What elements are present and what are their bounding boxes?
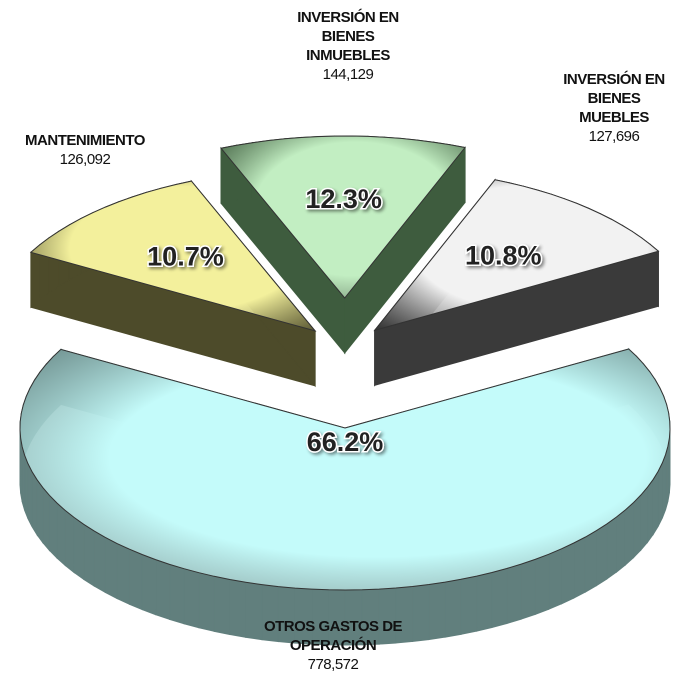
side-wall: [534, 553, 550, 616]
side-wall: [183, 568, 200, 629]
side-wall: [141, 553, 157, 616]
slice-top: [29, 180, 317, 332]
side-wall: [42, 486, 50, 552]
side-wall: [27, 463, 33, 527]
side-wall: [616, 508, 626, 574]
side-wall: [491, 567, 508, 629]
side-wall: [624, 501, 635, 567]
value-label: 144,129: [322, 66, 374, 83]
slice: 66.2%: [19, 347, 671, 646]
side-wall: [56, 501, 66, 567]
percentage-label: 10.7%: [147, 241, 224, 271]
side-wall: [584, 529, 598, 593]
slice-top: [19, 348, 671, 591]
side-wall: [169, 563, 185, 625]
side-wall: [83, 523, 95, 587]
side-wall: [561, 542, 575, 605]
side-wall: [213, 575, 231, 636]
side-wall: [116, 542, 130, 605]
side-wall: [73, 516, 85, 581]
side-wall: [506, 563, 522, 625]
category-label-group: INVERSIÓN EN BIENES INMUEBLES 144,129: [297, 8, 463, 84]
category-label-group: OTROS GASTOS DE OPERACIÓN 778,572: [264, 617, 483, 674]
category-label-group: MANTENIMIENTO 126,092: [25, 131, 255, 169]
side-wall: [155, 558, 171, 621]
side-wall: [548, 548, 563, 611]
slice: 10.8%: [373, 178, 660, 387]
side-wall: [657, 462, 663, 527]
side-wall: [64, 509, 75, 574]
side-wall: [104, 536, 118, 600]
side-wall: [198, 572, 215, 632]
category-label: MANTENIMIENTO: [25, 132, 145, 149]
side-wall: [652, 469, 659, 537]
value-label: 126,092: [59, 151, 111, 168]
side-wall: [128, 548, 143, 611]
value-label: 127,696: [588, 128, 640, 145]
percentage-label: 12.3%: [305, 184, 382, 214]
side-wall: [229, 578, 247, 638]
side-wall: [633, 493, 642, 559]
side-wall: [93, 530, 106, 594]
slice: 12.3%: [220, 135, 466, 355]
category-label-group: INVERSIÓN EN BIENES MUEBLES 127,696: [563, 70, 695, 146]
percentage-label: 10.8%: [465, 240, 542, 270]
side-wall: [520, 558, 536, 620]
category-label: INVERSIÓN EN BIENES MUEBLES: [563, 71, 665, 126]
value-label: 778,572: [307, 656, 359, 673]
percentage-label: 66.2%: [307, 427, 384, 457]
category-label: INVERSIÓN EN BIENES INMUEBLES: [297, 9, 399, 64]
side-wall: [647, 477, 654, 544]
side-wall: [48, 494, 58, 560]
category-label: OTROS GASTOS DE OPERACIÓN: [263, 618, 403, 654]
side-wall: [31, 469, 38, 537]
side-wall: [640, 485, 649, 552]
slice-top: [373, 179, 660, 332]
side-wall: [606, 516, 618, 580]
side-wall: [596, 523, 608, 587]
slice: 10.7%: [29, 179, 317, 388]
side-wall: [573, 536, 586, 599]
side-wall: [36, 478, 44, 545]
slice-top: [220, 135, 466, 299]
